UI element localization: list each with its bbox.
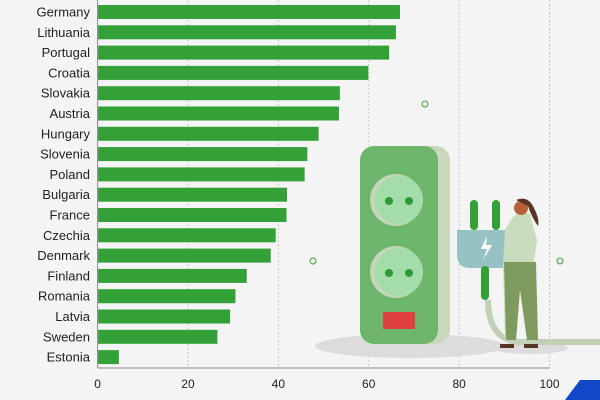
category-label: Lithuania — [37, 25, 91, 40]
x-tick-label: 20 — [181, 377, 195, 391]
bar-poland — [98, 167, 305, 182]
x-tick-label: 60 — [362, 377, 376, 391]
power-strip-illustration — [309, 100, 600, 358]
bar-czechia — [98, 228, 276, 243]
category-label: France — [50, 208, 90, 223]
category-label: Slovakia — [41, 86, 91, 101]
category-label: Latvia — [55, 309, 90, 324]
x-tick-label: 0 — [94, 377, 101, 391]
x-tick-label: 40 — [272, 377, 286, 391]
category-label: Germany — [37, 5, 91, 20]
bar-sweden — [98, 329, 218, 344]
bar-hungary — [98, 126, 319, 141]
category-label: Slovenia — [40, 147, 91, 162]
bar-estonia — [98, 350, 119, 365]
category-label: Portugal — [42, 45, 91, 60]
category-label: Sweden — [43, 329, 90, 344]
category-label: Denmark — [37, 248, 90, 263]
bar-bulgaria — [98, 187, 287, 202]
bar-romania — [98, 289, 236, 304]
bar-croatia — [98, 65, 369, 80]
bar-portugal — [98, 45, 390, 60]
category-label: Austria — [50, 106, 91, 121]
bar-latvia — [98, 309, 231, 324]
category-label: Estonia — [47, 350, 91, 365]
category-label: Bulgaria — [42, 187, 90, 202]
bar-slovenia — [98, 147, 308, 162]
bar-germany — [98, 5, 400, 19]
category-label: Croatia — [48, 65, 91, 80]
bar-finland — [98, 268, 247, 283]
bar-slovakia — [98, 86, 340, 101]
category-label: Czechia — [43, 228, 91, 243]
x-tick-label: 100 — [539, 377, 559, 391]
category-label: Finland — [47, 268, 90, 283]
brand-logo-shape — [565, 380, 600, 400]
bar-austria — [98, 106, 339, 121]
category-label: Romania — [38, 289, 91, 304]
category-label: Hungary — [41, 126, 91, 141]
bar-france — [98, 208, 287, 222]
x-tick-label: 80 — [452, 377, 466, 391]
category-label: Poland — [50, 167, 90, 182]
bar-lithuania — [98, 25, 396, 40]
bar-denmark — [98, 248, 271, 263]
